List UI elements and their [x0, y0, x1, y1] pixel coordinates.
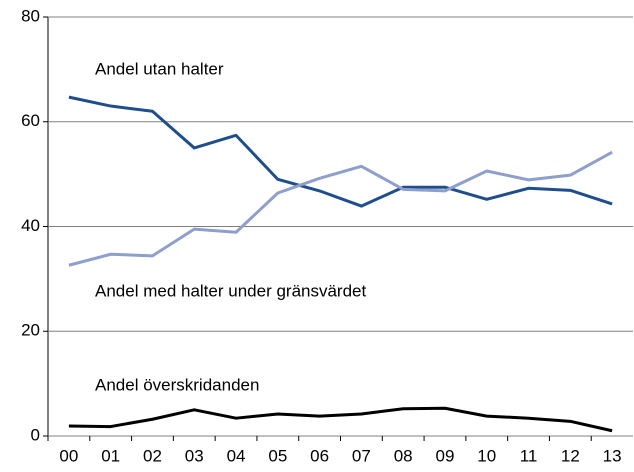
series-label: Andel med halter under gränsvärdet: [95, 281, 366, 300]
series-label: Andel överskridanden: [95, 375, 259, 394]
x-tick-label: 13: [603, 446, 622, 465]
x-tick-label: 07: [352, 446, 371, 465]
x-tick-label: 01: [101, 446, 120, 465]
series-line: [68, 150, 613, 267]
x-tick-label: 06: [310, 446, 329, 465]
x-tick-label: 08: [394, 446, 413, 465]
x-tick-label: 04: [227, 446, 246, 465]
y-tick-label: 60: [21, 111, 40, 130]
y-tick-label: 0: [31, 425, 40, 444]
y-tick-label: 80: [21, 6, 40, 25]
x-tick-label: 10: [477, 446, 496, 465]
series-label: Andel utan halter: [95, 59, 224, 78]
x-tick-label: 09: [436, 446, 455, 465]
y-tick-label: 20: [21, 321, 40, 340]
x-tick-label: 12: [561, 446, 580, 465]
y-tick-label: 40: [21, 216, 40, 235]
x-tick-label: 03: [185, 446, 204, 465]
x-tick-label: 05: [268, 446, 287, 465]
series-line: [68, 95, 613, 208]
x-tick-label: 00: [59, 446, 78, 465]
x-tick-label: 11: [520, 446, 538, 465]
series-line: [68, 406, 613, 433]
x-tick-label: 02: [143, 446, 162, 465]
